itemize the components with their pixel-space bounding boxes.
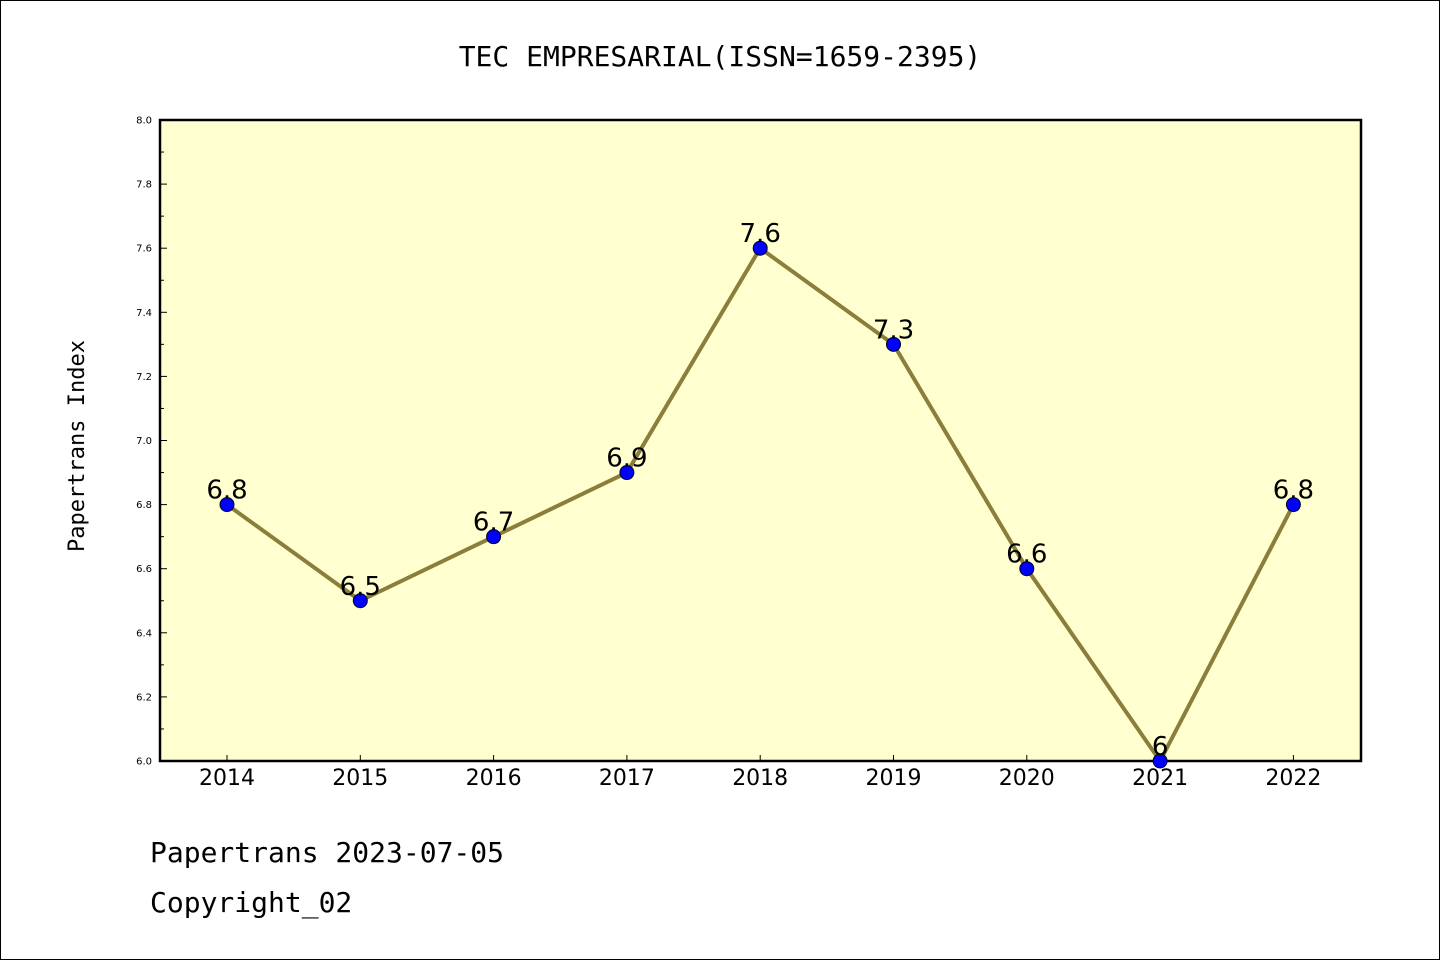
data-label-2019: 7.3: [873, 315, 914, 345]
x-tick-label: 2014: [199, 766, 255, 791]
data-label-2016: 6.7: [473, 508, 514, 538]
x-tick-label: 2016: [466, 766, 522, 791]
data-labels-group: 6.8 6.5 6.7 6.9 7.6 7.3 6.6 6 6.8: [206, 219, 1314, 762]
y-axis-label: Papertrans Index: [65, 340, 90, 552]
x-tick-label: 2019: [866, 766, 922, 791]
plot-area: [158, 118, 1363, 763]
data-point-2019: [886, 336, 901, 352]
data-point-2017: [619, 465, 635, 481]
data-point-2015: [352, 593, 368, 609]
series-line-group: [219, 240, 1301, 769]
data-label-2015: 6.5: [340, 572, 381, 602]
chart-title: TEC EMPRESARIAL(ISSN=1659-2395): [459, 40, 982, 73]
y-tick-label: 7.8: [136, 180, 152, 191]
y-tick-label: 6.0: [136, 757, 152, 768]
x-axis-ticks: 2014 2015 2016 2017 2018 2019 2020 2021 2022: [199, 755, 1321, 791]
y-tick-label: 6.8: [136, 500, 152, 511]
x-tick-label: 2020: [999, 766, 1055, 791]
x-tick-label: 2021: [1132, 766, 1188, 791]
y-tick-label: 8.0: [136, 116, 152, 127]
x-tick-label: 2015: [332, 766, 388, 791]
y-tick-label: 7.2: [136, 372, 152, 383]
data-point-2014: [219, 497, 235, 513]
data-label-2022: 6.8: [1273, 476, 1314, 506]
x-tick-label: 2018: [732, 766, 788, 791]
footer-copyright: Copyright_02: [150, 886, 353, 919]
data-point-2022: [1285, 497, 1301, 513]
y-tick-label: 6.2: [136, 692, 152, 703]
x-tick-label: 2017: [599, 766, 655, 791]
y-tick-label: 6.6: [136, 564, 152, 575]
y-tick-label: 6.4: [136, 628, 152, 639]
data-point-2018: [752, 240, 768, 256]
y-axis-ticks: 6.0 6.2 6.4 6.6 6.8 7.0 7.2 7.4 7.6 7.8 8.0: [136, 116, 167, 768]
data-point-2021: [1152, 753, 1168, 769]
data-label-2018: 7.6: [740, 219, 781, 249]
data-point-2016: [486, 529, 502, 545]
data-label-2021: 6: [1152, 732, 1169, 762]
y-tick-label: 7.0: [136, 436, 152, 447]
data-label-2017: 6.9: [606, 444, 647, 474]
y-tick-label: 7.4: [136, 308, 152, 319]
data-label-2020: 6.6: [1006, 540, 1047, 570]
data-point-2020: [1019, 561, 1035, 577]
y-tick-label: 7.6: [136, 244, 152, 255]
footer-date: Papertrans 2023-07-05: [150, 836, 505, 869]
x-tick-label: 2022: [1265, 766, 1321, 791]
data-label-2014: 6.8: [206, 476, 247, 506]
